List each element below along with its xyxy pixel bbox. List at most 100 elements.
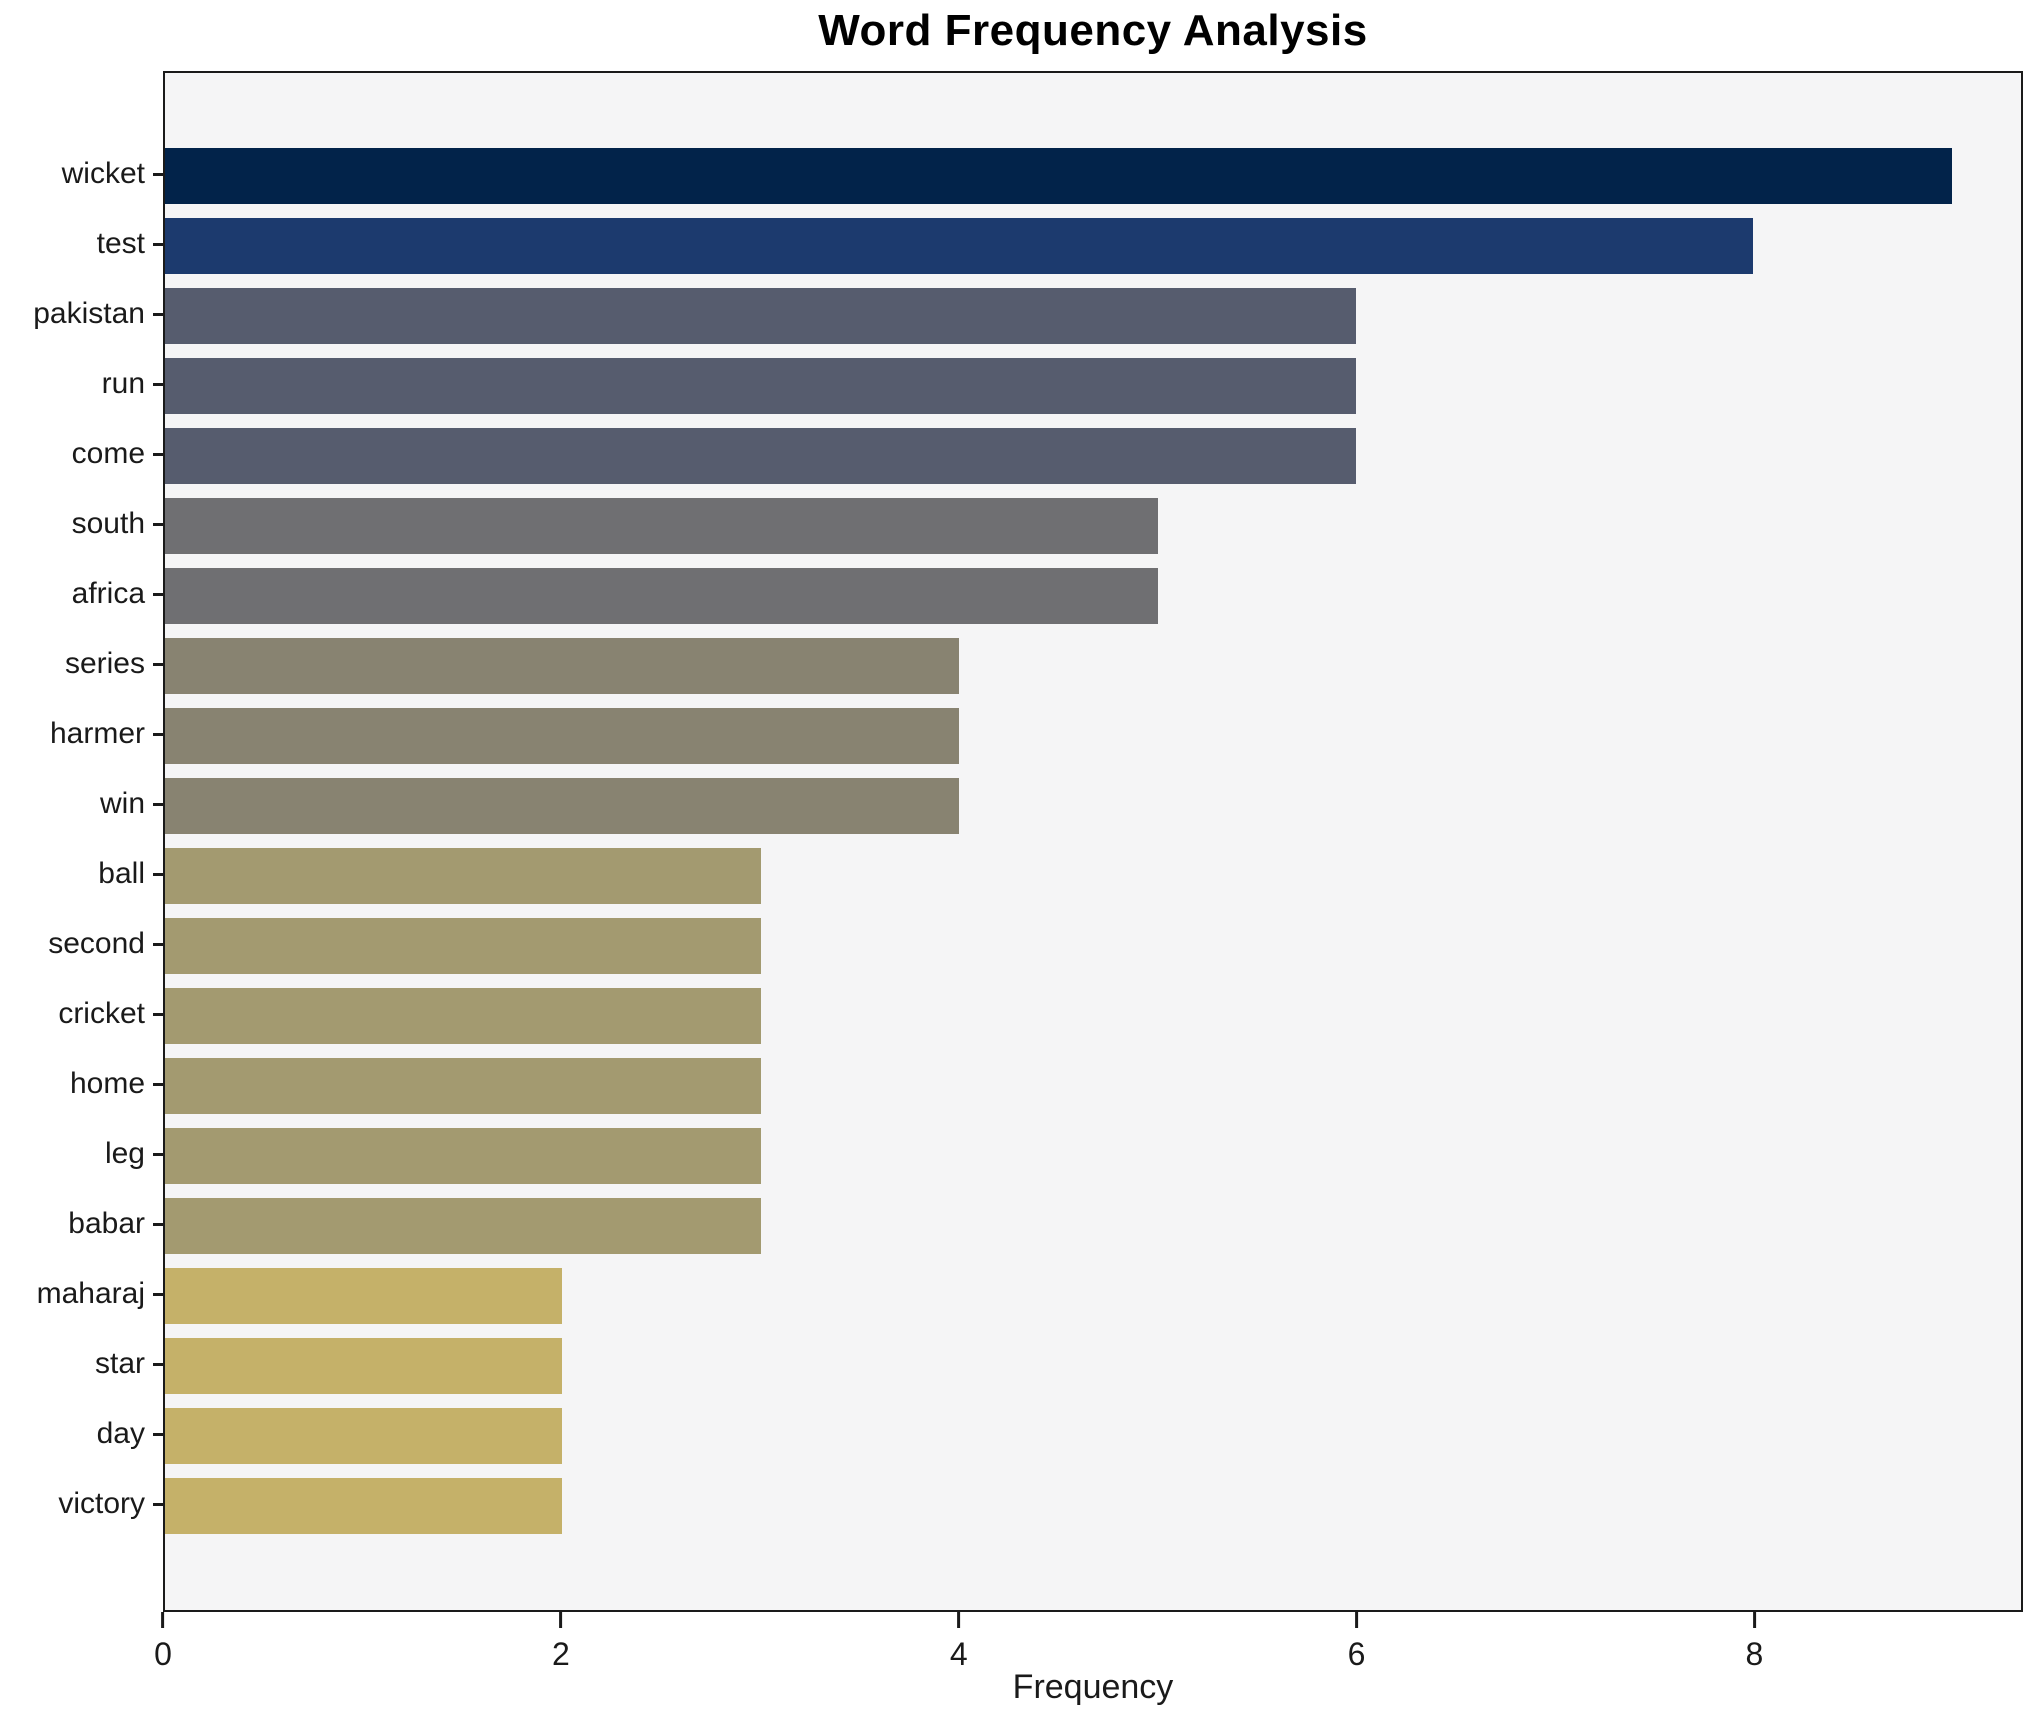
y-label-home: home [69, 1067, 145, 1100]
y-label-wicket: wicket [61, 157, 145, 190]
bar-row-run [165, 351, 2021, 421]
y-tick-mark [153, 942, 163, 946]
y-label-leg: leg [104, 1137, 145, 1170]
y-label-babar: babar [68, 1207, 145, 1240]
x-axis-title: Frequency [1012, 1668, 1174, 1706]
y-label-test: test [96, 227, 145, 260]
bar-row-victory [165, 1471, 2021, 1541]
bar-wicket [165, 148, 1952, 204]
y-tick-mark [153, 1362, 163, 1366]
x-tick-0: 0 [154, 1612, 172, 1673]
bar-ball [165, 848, 761, 904]
y-label-row-win: win [0, 769, 163, 839]
y-label-day: day [96, 1417, 145, 1450]
y-label-row-maharaj: maharaj [0, 1259, 163, 1329]
y-label-harmer: harmer [49, 717, 145, 750]
bar-come [165, 428, 1357, 484]
bar-second [165, 918, 761, 974]
bar-row-babar [165, 1191, 2021, 1261]
x-tick-8: 8 [1746, 1612, 1763, 1673]
x-tick-mark [559, 1612, 563, 1628]
y-tick-mark [153, 1152, 163, 1156]
y-label-win: win [99, 787, 145, 820]
y-tick-mark [153, 382, 163, 386]
bar-africa [165, 568, 1158, 624]
y-label-series: series [64, 647, 145, 680]
y-tick-mark [153, 452, 163, 456]
x-tick-label: 2 [551, 1636, 570, 1672]
y-label-row-day: day [0, 1399, 163, 1469]
bar-row-cricket [165, 981, 2021, 1051]
x-tick-mark [957, 1612, 961, 1628]
x-tick-2: 2 [552, 1612, 570, 1673]
x-tick-6: 6 [1347, 1612, 1366, 1673]
y-axis-labels: wicket test pakistan run come south africa seri… [0, 71, 163, 1612]
bar-row-ball [165, 841, 2021, 911]
y-tick-mark [153, 172, 163, 176]
bar-row-win [165, 771, 2021, 841]
bars-container [165, 73, 2021, 1610]
x-tick-label: 0 [154, 1636, 172, 1672]
y-label-maharaj: maharaj [36, 1277, 145, 1310]
y-tick-mark [153, 1432, 163, 1436]
y-label-row-test: test [0, 209, 163, 279]
y-label-row-victory: victory [0, 1469, 163, 1539]
bar-row-africa [165, 561, 2021, 631]
y-tick-mark [153, 592, 163, 596]
y-tick-mark [153, 1292, 163, 1296]
y-label-row-harmer: harmer [0, 699, 163, 769]
y-label-row-africa: africa [0, 559, 163, 629]
bar-row-series [165, 631, 2021, 701]
y-tick-mark [153, 732, 163, 736]
y-label-row-series: series [0, 629, 163, 699]
y-label-row-leg: leg [0, 1119, 163, 1189]
y-label-row-south: south [0, 489, 163, 559]
bar-win [165, 778, 959, 834]
y-label-star: star [94, 1347, 145, 1380]
bar-row-south [165, 491, 2021, 561]
y-label-row-babar: babar [0, 1189, 163, 1259]
x-tick-mark [1752, 1612, 1756, 1628]
y-label-row-come: come [0, 419, 163, 489]
y-tick-mark [153, 1502, 163, 1506]
bar-row-star [165, 1331, 2021, 1401]
y-label-ball: ball [98, 857, 145, 890]
x-tick-mark [1355, 1612, 1359, 1628]
y-label-row-ball: ball [0, 839, 163, 909]
y-label-row-wicket: wicket [0, 139, 163, 209]
y-label-row-cricket: cricket [0, 979, 163, 1049]
bar-cricket [165, 988, 761, 1044]
y-tick-mark [153, 522, 163, 526]
y-label-row-pakistan: pakistan [0, 279, 163, 349]
bar-star [165, 1338, 562, 1394]
bar-row-test [165, 211, 2021, 281]
bar-day [165, 1408, 562, 1464]
y-label-come: come [71, 437, 145, 470]
chart-title: Word Frequency Analysis [818, 6, 1368, 55]
bar-leg [165, 1128, 761, 1184]
y-label-africa: africa [71, 577, 145, 610]
y-label-cricket: cricket [58, 997, 145, 1030]
y-tick-mark [153, 1082, 163, 1086]
y-label-row-run: run [0, 349, 163, 419]
bar-maharaj [165, 1268, 562, 1324]
y-tick-mark [153, 1222, 163, 1226]
y-label-victory: victory [58, 1487, 145, 1520]
bar-run [165, 358, 1357, 414]
bar-row-harmer [165, 701, 2021, 771]
y-tick-mark [153, 242, 163, 246]
y-label-row-home: home [0, 1049, 163, 1119]
y-label-second: second [48, 927, 145, 960]
x-tick-mark [161, 1612, 165, 1628]
bar-south [165, 498, 1158, 554]
y-label-run: run [101, 367, 145, 400]
bar-babar [165, 1198, 761, 1254]
bar-series [165, 638, 959, 694]
y-tick-mark [153, 662, 163, 666]
y-tick-mark [153, 312, 163, 316]
y-label-south: south [71, 507, 145, 540]
x-tick-label: 6 [1347, 1636, 1366, 1672]
bar-home [165, 1058, 761, 1114]
bar-test [165, 218, 1754, 274]
